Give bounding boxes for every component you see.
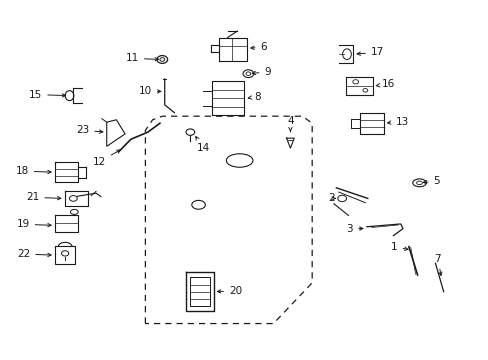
Text: 14: 14 [195,136,210,153]
Text: 4: 4 [286,116,293,132]
Text: 21: 21 [26,192,61,202]
Text: 8: 8 [248,92,260,102]
Text: 11: 11 [125,53,158,63]
Text: 10: 10 [139,86,161,96]
Text: 3: 3 [346,224,362,234]
Text: 6: 6 [250,42,266,53]
Text: 23: 23 [76,125,102,135]
Text: 19: 19 [17,219,51,229]
Text: 18: 18 [16,166,51,176]
Text: 20: 20 [217,286,242,296]
Text: 5: 5 [423,176,439,186]
Text: 7: 7 [434,254,441,275]
Text: 22: 22 [17,249,51,259]
Text: 17: 17 [356,48,383,57]
Text: 13: 13 [387,117,408,126]
Text: 2: 2 [327,193,335,203]
Text: 1: 1 [390,242,407,252]
Text: 16: 16 [375,79,394,89]
Text: 9: 9 [252,67,270,77]
Text: 15: 15 [29,90,65,100]
Text: 12: 12 [93,150,120,167]
